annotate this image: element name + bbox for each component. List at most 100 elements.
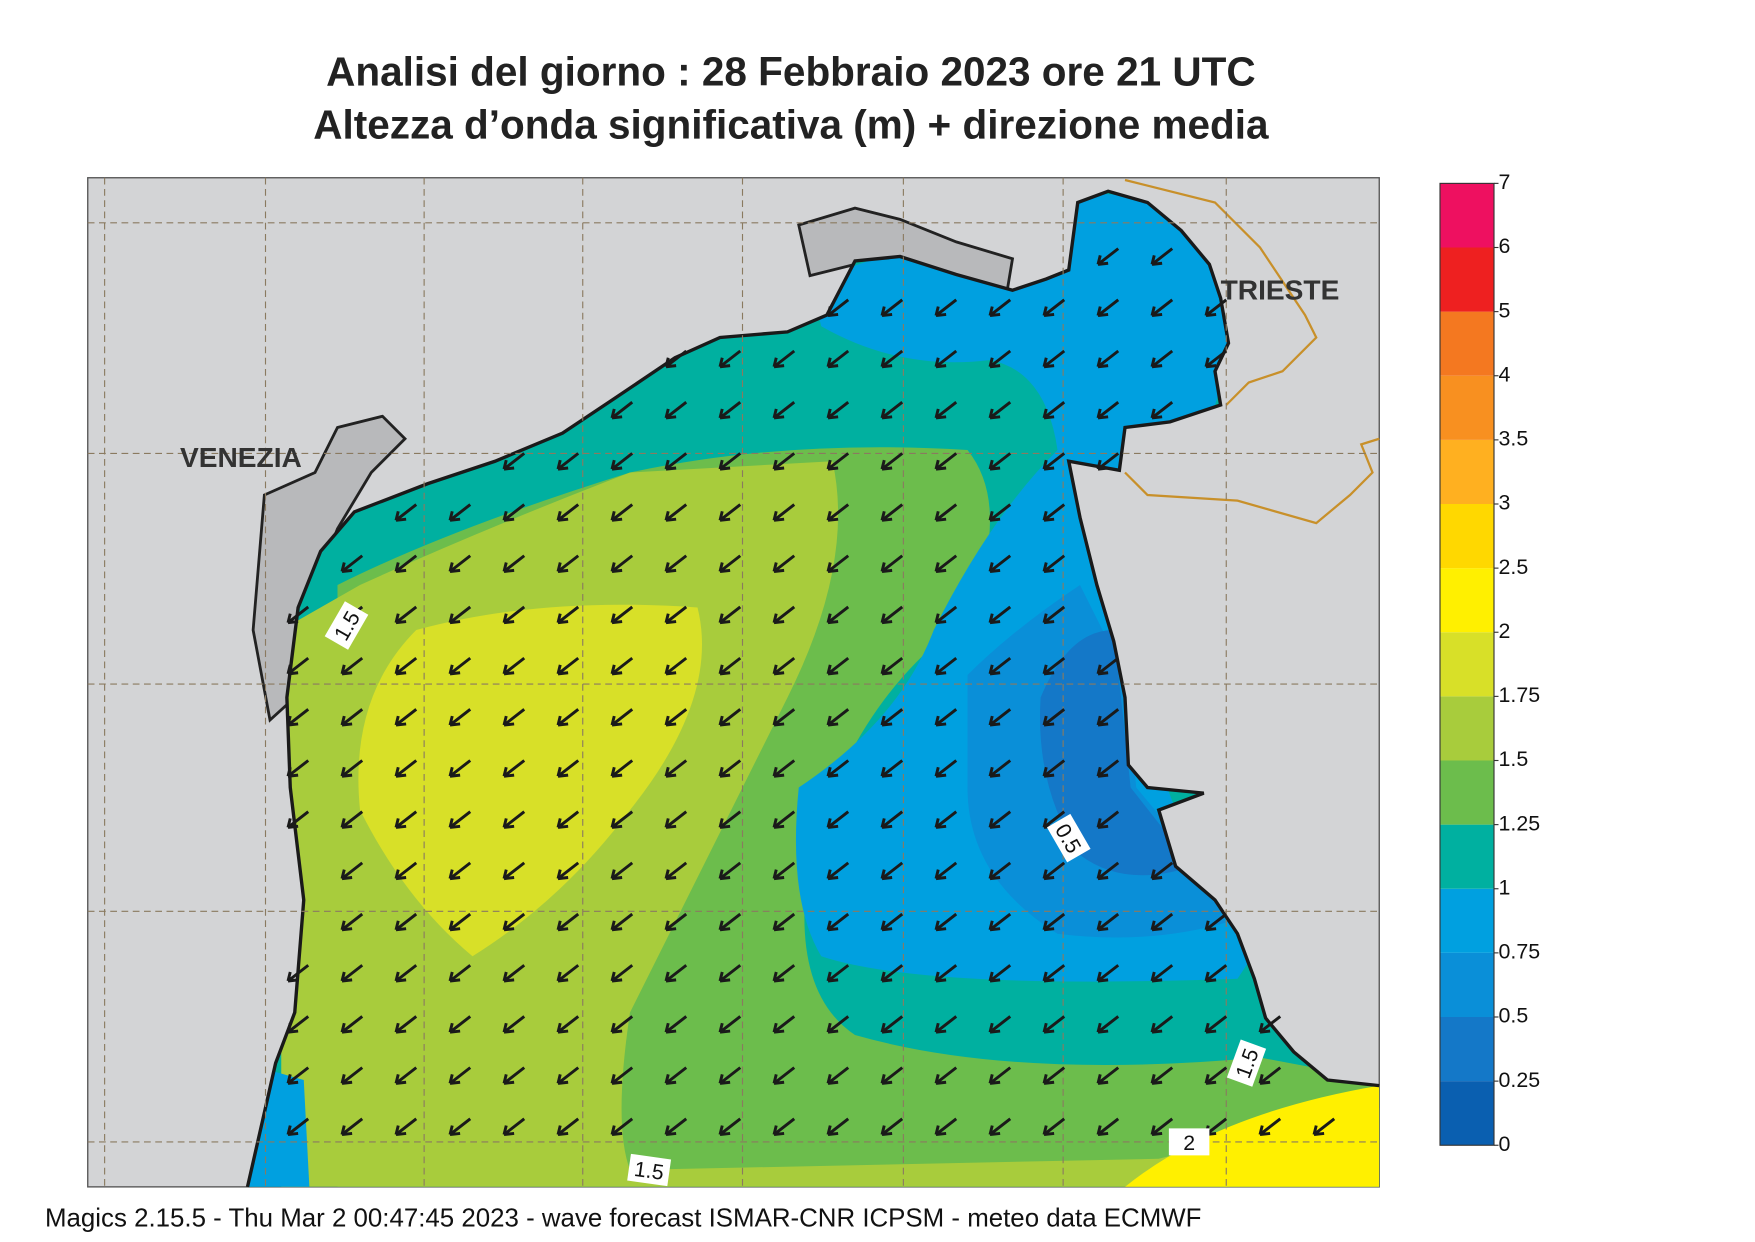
arrow [826,759,850,778]
arrow [718,964,742,983]
arrow [394,964,418,983]
arrow [880,1117,904,1137]
arrow [718,1015,742,1034]
arrow [610,452,634,471]
contour-label-bg [1226,1039,1267,1087]
arrow [1096,708,1120,727]
arrow [394,656,418,676]
arrow [988,503,1012,522]
footer: Magics 2.15.5 - Thu Mar 2 00:47:45 2023 … [45,1204,1201,1232]
arrow [1150,401,1174,420]
arrow [1096,656,1120,676]
colorbar-band [1440,247,1494,312]
arrow [988,349,1012,369]
arrow [664,349,688,369]
arrow [556,1066,580,1085]
arrow [556,964,580,983]
arrow [772,861,796,881]
arrow [826,349,850,369]
arrow [502,656,526,676]
arrow [556,708,580,727]
contour-label-bg [627,1153,672,1187]
arrow [1042,554,1066,573]
arrow [718,708,742,727]
arrow [340,656,364,676]
contour-label-text: 1.5 [633,1157,666,1185]
arrow [448,861,472,881]
arrow [718,349,742,369]
arrow [340,1066,364,1085]
arrow [610,1117,634,1137]
arrow [772,1015,796,1034]
subtitle: Altezza d’onda significativa (m) + direz… [313,101,1269,147]
colorbar-band [1440,183,1494,248]
arrow [826,912,850,932]
arrow [934,656,958,676]
arrow [880,810,904,829]
arrow [988,1066,1012,1085]
colorbar-band [1440,952,1494,1017]
colorbar-band [1440,696,1494,761]
arrow [610,656,634,676]
arrow [772,1066,796,1085]
arrow [286,1015,310,1034]
lagoon [251,414,407,723]
arrow [1042,759,1066,778]
arrow [610,759,634,778]
arrow [826,708,850,727]
arrow [664,452,688,471]
arrow [502,1015,526,1034]
arrow [664,861,688,881]
arrow [1042,298,1066,318]
contour-label-bg [1168,1128,1210,1156]
arrow [826,861,850,881]
arrow [934,964,958,983]
colorbar-label: 1.25 [1499,811,1541,835]
colorbar: 0 0.25 0.5 0.75 1 1.25 1.5 1.75 2 2.5 3 3.5 4 5 6 7 [1439,170,1541,1156]
arrow [556,810,580,829]
arrow [610,503,634,522]
arrow [556,912,580,932]
border [1124,437,1380,525]
arrow [394,759,418,778]
arrow [718,452,742,471]
arrow [880,964,904,983]
arrow [394,1117,418,1137]
arrow [1258,1066,1282,1085]
arrow [664,1066,688,1085]
arrow [340,912,364,932]
arrow [664,1015,688,1034]
arrow [718,656,742,676]
arrow [610,605,634,625]
colorbar-label: 0 [1499,1132,1511,1156]
arrow [1042,503,1066,522]
arrow [448,810,472,829]
arrow [826,656,850,676]
arrow [340,964,364,983]
arrow [934,1066,958,1085]
colorbar-band [1440,760,1494,825]
arrow [556,605,580,625]
city-label: TRIESTE [1221,274,1340,305]
arrow [934,861,958,881]
arrow [988,708,1012,727]
arrow [826,964,850,983]
arrow [934,912,958,932]
colorbar-label: 3.5 [1499,427,1529,451]
arrow [1096,349,1120,369]
arrow [772,912,796,932]
arrow [448,759,472,778]
colorbar-label: 1 [1499,875,1511,899]
colorbar-label: 7 [1499,170,1511,194]
arrow [880,656,904,676]
arrow [502,1117,526,1137]
arrow [772,554,796,573]
arrow [988,964,1012,983]
colorbar-label: 1.75 [1499,683,1541,707]
arrow [1096,401,1120,420]
arrow [934,759,958,778]
arrow [826,503,850,522]
arrow [286,1066,310,1085]
arrow [394,708,418,727]
arrow [826,298,850,318]
